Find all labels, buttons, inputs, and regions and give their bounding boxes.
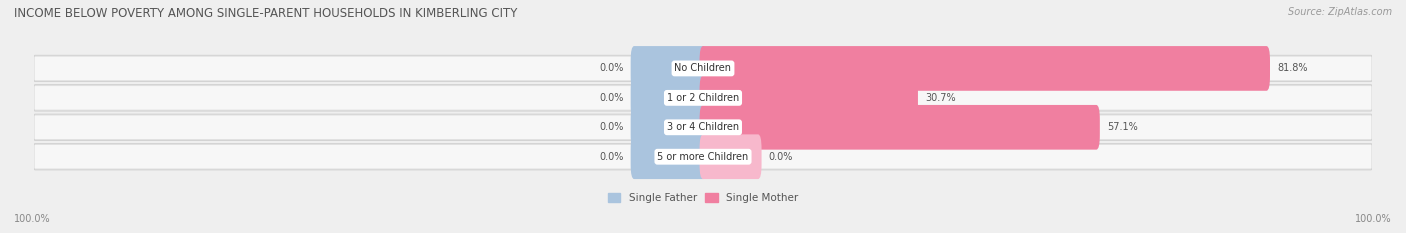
Text: 1 or 2 Children: 1 or 2 Children [666,93,740,103]
Text: 81.8%: 81.8% [1277,63,1308,73]
FancyBboxPatch shape [34,114,1372,140]
FancyBboxPatch shape [631,134,706,179]
FancyBboxPatch shape [631,105,706,150]
FancyBboxPatch shape [700,46,1270,91]
Text: 0.0%: 0.0% [599,122,624,132]
Text: No Children: No Children [675,63,731,73]
FancyBboxPatch shape [34,55,1372,82]
Legend: Single Father, Single Mother: Single Father, Single Mother [603,189,803,207]
FancyBboxPatch shape [631,46,706,91]
Text: INCOME BELOW POVERTY AMONG SINGLE-PARENT HOUSEHOLDS IN KIMBERLING CITY: INCOME BELOW POVERTY AMONG SINGLE-PARENT… [14,7,517,20]
FancyBboxPatch shape [35,57,1371,80]
FancyBboxPatch shape [700,105,1099,150]
Text: 0.0%: 0.0% [769,152,793,162]
Text: 100.0%: 100.0% [1355,214,1392,224]
FancyBboxPatch shape [700,134,762,179]
Text: 0.0%: 0.0% [599,63,624,73]
Text: 30.7%: 30.7% [925,93,956,103]
Text: 100.0%: 100.0% [14,214,51,224]
FancyBboxPatch shape [35,145,1371,168]
FancyBboxPatch shape [35,86,1371,110]
Text: Source: ZipAtlas.com: Source: ZipAtlas.com [1288,7,1392,17]
FancyBboxPatch shape [34,85,1372,111]
FancyBboxPatch shape [34,144,1372,170]
Text: 3 or 4 Children: 3 or 4 Children [666,122,740,132]
FancyBboxPatch shape [35,116,1371,139]
Text: 0.0%: 0.0% [599,93,624,103]
FancyBboxPatch shape [631,75,706,120]
Text: 5 or more Children: 5 or more Children [658,152,748,162]
FancyBboxPatch shape [700,75,918,120]
Text: 0.0%: 0.0% [599,152,624,162]
Text: 57.1%: 57.1% [1107,122,1137,132]
